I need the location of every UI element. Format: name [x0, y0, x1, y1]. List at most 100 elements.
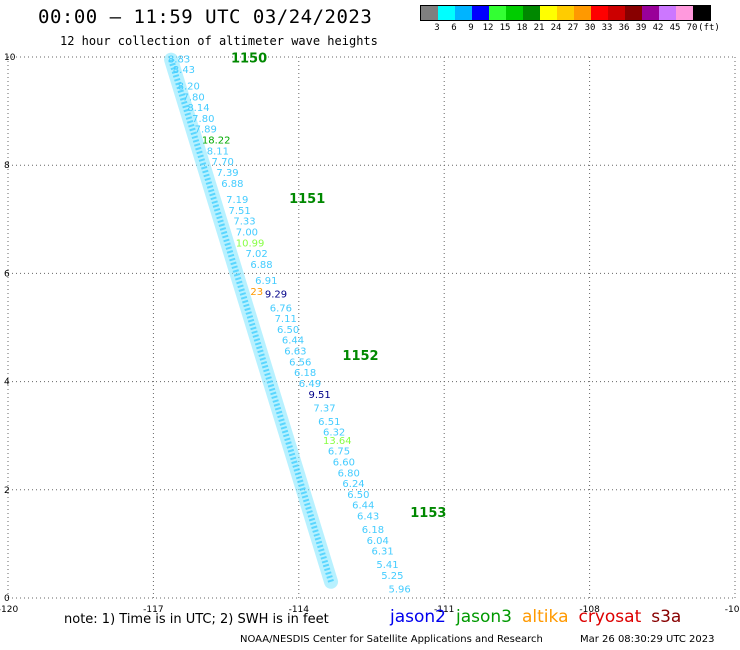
- wave-height-label: 6.80: [338, 468, 360, 479]
- time-label: 1153: [410, 506, 446, 521]
- wave-height-label: 6.50: [277, 325, 299, 336]
- wave-height-label: 8.20: [178, 81, 200, 92]
- wave-height-label: 6.18: [362, 525, 384, 536]
- legend-swatch: [438, 6, 455, 20]
- axis-ticks: -120 -117 -114 -111 -108 -105 0 2 4 6 8 10: [0, 53, 740, 615]
- generated-timestamp: Mar 26 08:30:29 UTC 2023: [580, 634, 715, 645]
- legend-swatch: [642, 6, 659, 20]
- x-tick-label: -105: [725, 605, 740, 615]
- legend-label: 9: [468, 23, 474, 33]
- wave-height-label: 6.56: [289, 357, 311, 368]
- time-label: 1151: [289, 192, 325, 207]
- y-tick-label: 2: [4, 486, 10, 496]
- legend-label: 39: [635, 23, 647, 33]
- satellite-label: jason3: [456, 607, 512, 627]
- time-label: 1150: [231, 51, 267, 66]
- legend-swatch: [489, 6, 506, 20]
- color-legend: 3 6 9 12 15 18 21 24 27 30 33 36 39 42 45 70 (ft): [420, 5, 720, 35]
- legend-label: 18: [516, 23, 528, 33]
- wave-height-labels: 8.838.438.207.808.147.807.8918.228.117.7…: [168, 51, 447, 595]
- satellite-label: jason2: [390, 607, 446, 627]
- wave-height-label: 6.75: [328, 447, 350, 458]
- legend-label: 45: [669, 23, 681, 33]
- wave-height-label: 6.88: [221, 179, 243, 190]
- y-tick-label: 4: [4, 378, 10, 388]
- legend-label: 15: [499, 23, 511, 33]
- legend-label: 27: [567, 23, 579, 33]
- wave-height-label: 7.33: [233, 217, 255, 228]
- legend-labels: 3 6 9 12 15 18 21 24 27 30 33 36 39 42 45 70 (ft): [420, 21, 720, 35]
- legend-label: 3: [434, 23, 440, 33]
- legend-label: 36: [618, 23, 630, 33]
- x-tick-label: -114: [289, 605, 310, 615]
- wave-height-label: 5.41: [376, 560, 398, 571]
- wave-height-label: 6.50: [347, 490, 369, 501]
- legend-label: 6: [451, 23, 457, 33]
- wave-height-label: 23: [250, 287, 263, 298]
- wave-height-label: 8.11: [207, 146, 229, 157]
- legend-swatch: [557, 6, 574, 20]
- legend-label: 12: [482, 23, 494, 33]
- satellite-track: [164, 52, 339, 589]
- footer-note: note: 1) Time is in UTC; 2) SWH is in fe…: [64, 612, 329, 627]
- satellite-label: s3a: [651, 607, 682, 627]
- wave-height-label: 7.89: [195, 125, 217, 136]
- wave-height-label: 8.43: [173, 65, 195, 76]
- wave-height-label: 7.51: [229, 206, 251, 217]
- wave-height-label: 6.31: [372, 547, 394, 558]
- wave-height-label: 7.11: [275, 314, 297, 325]
- wave-height-label: 8.14: [187, 103, 209, 114]
- legend-label: 21: [533, 23, 545, 33]
- wave-height-label: 6.44: [282, 336, 304, 347]
- wave-height-label: 6.24: [342, 479, 364, 490]
- legend-swatch: [659, 6, 676, 20]
- wave-height-label: 7.00: [236, 228, 258, 239]
- legend-swatch: [421, 6, 438, 20]
- wave-height-label: 6.88: [250, 260, 272, 271]
- wave-height-label: 7.39: [216, 168, 238, 179]
- wave-height-label: 13.64: [323, 436, 352, 447]
- x-tick-label: -120: [0, 605, 18, 615]
- wave-height-label: 18.22: [202, 136, 231, 147]
- wave-height-label: 6.44: [352, 501, 374, 512]
- x-tick-label: -111: [434, 605, 454, 615]
- wave-height-label: 6.43: [357, 512, 379, 523]
- legend-swatch: [540, 6, 557, 20]
- wave-height-label: 6.63: [284, 347, 306, 358]
- legend-swatch: [608, 6, 625, 20]
- wave-height-label: 6.76: [270, 303, 292, 314]
- legend-swatch: [625, 6, 642, 20]
- wave-height-label: 6.91: [255, 276, 277, 287]
- wave-height-label: 7.02: [245, 249, 267, 260]
- legend-swatch: [574, 6, 591, 20]
- wave-height-label: 5.25: [381, 571, 403, 582]
- page-subtitle: 12 hour collection of altimeter wave hei…: [60, 34, 378, 48]
- y-tick-label: 10: [4, 53, 16, 63]
- legend-swatch: [523, 6, 540, 20]
- wave-height-label: 6.18: [294, 368, 316, 379]
- credit-line: NOAA/NESDIS Center for Satellite Applica…: [240, 634, 543, 645]
- legend-swatch: [676, 6, 693, 20]
- wave-height-label: 6.60: [333, 457, 355, 468]
- legend-label: 30: [584, 23, 596, 33]
- wave-height-label: 5.96: [388, 585, 410, 596]
- wave-height-label: 6.51: [318, 417, 340, 428]
- legend-swatch: [591, 6, 608, 20]
- y-tick-label: 0: [4, 594, 10, 604]
- wave-height-label: 7.80: [182, 92, 204, 103]
- legend-label: 24: [550, 23, 562, 33]
- y-tick-label: 8: [4, 161, 10, 171]
- wave-height-label: 8.83: [168, 54, 190, 65]
- time-label: 1152: [342, 349, 378, 364]
- track-centerline: [168, 58, 334, 583]
- y-tick-label: 6: [4, 269, 10, 279]
- legend-label: 70: [686, 23, 698, 33]
- wave-height-label: 7.19: [226, 195, 248, 206]
- legend-swatch: [693, 6, 710, 20]
- wave-height-label: 6.49: [299, 379, 321, 390]
- wave-height-label: 7.37: [313, 403, 335, 414]
- wave-height-label: 6.32: [323, 428, 345, 439]
- legend-swatch: [506, 6, 523, 20]
- x-tick-label: -108: [579, 605, 600, 615]
